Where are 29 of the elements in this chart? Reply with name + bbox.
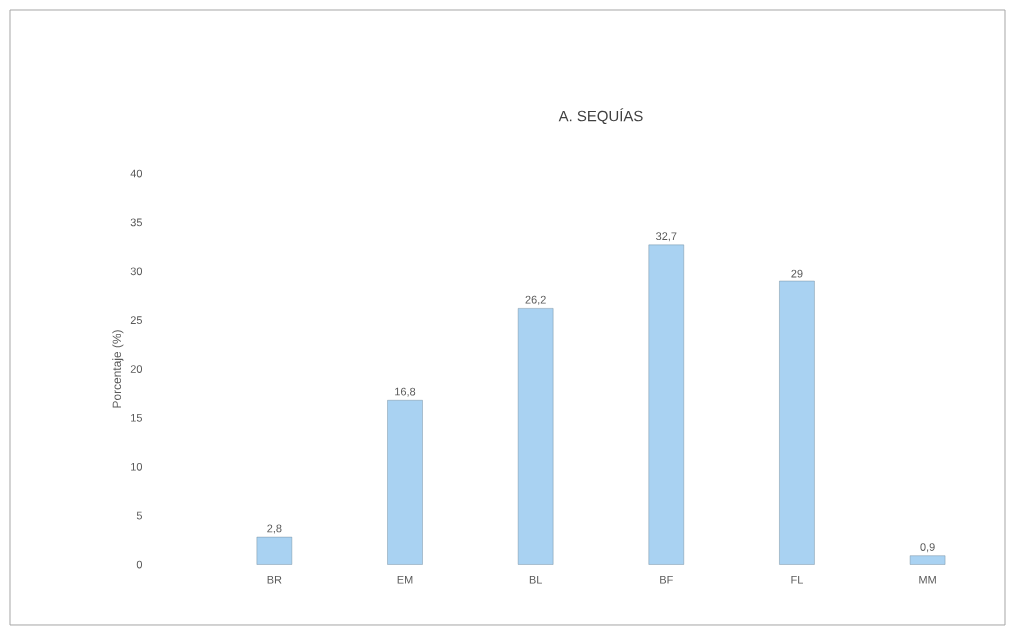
x-tick-label: BR xyxy=(267,576,282,584)
bar xyxy=(648,244,684,565)
bar xyxy=(256,536,293,565)
x-tick-label: BL xyxy=(529,576,542,584)
data-label: 16,8 xyxy=(395,387,416,397)
data-label: 2,8 xyxy=(267,524,282,534)
x-tick-label: BF xyxy=(660,576,673,584)
y-tick-label: 0 xyxy=(136,560,143,569)
x-tick-label: EM xyxy=(397,576,413,584)
y-tick-label: 40 xyxy=(130,169,143,178)
y-tick-label: 30 xyxy=(130,267,143,276)
y-axis-title: Porcentaje (%) xyxy=(112,330,124,408)
x-tick-label: FL xyxy=(791,576,803,584)
bar xyxy=(779,280,815,565)
bar xyxy=(517,308,554,565)
y-tick-label: 5 xyxy=(136,511,142,520)
bar xyxy=(387,400,423,565)
y-tick-label: 35 xyxy=(130,218,142,227)
x-tick-label: MM xyxy=(919,576,936,584)
data-label: 32,7 xyxy=(656,232,677,242)
data-label: 0,9 xyxy=(920,543,935,553)
data-label: 26,2 xyxy=(525,295,546,305)
y-tick-label: 20 xyxy=(130,365,143,373)
bar xyxy=(909,555,946,565)
y-tick-label: 15 xyxy=(131,414,142,422)
y-tick-label: 25 xyxy=(130,316,142,324)
chart-title: A. SEQUÍAS xyxy=(558,108,643,124)
data-label: 29 xyxy=(791,269,803,278)
y-tick-label: 10 xyxy=(131,462,143,471)
